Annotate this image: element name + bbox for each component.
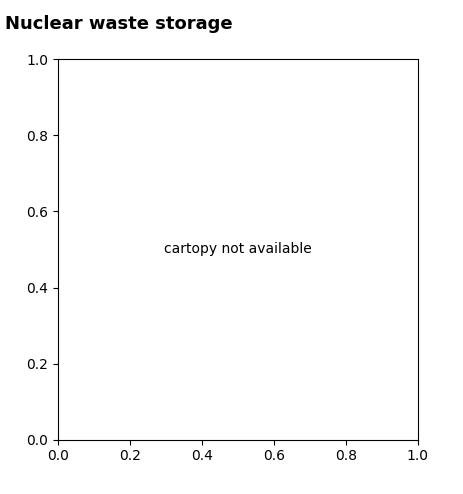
Text: cartopy not available: cartopy not available xyxy=(163,243,311,256)
Text: Nuclear waste storage: Nuclear waste storage xyxy=(5,15,232,33)
